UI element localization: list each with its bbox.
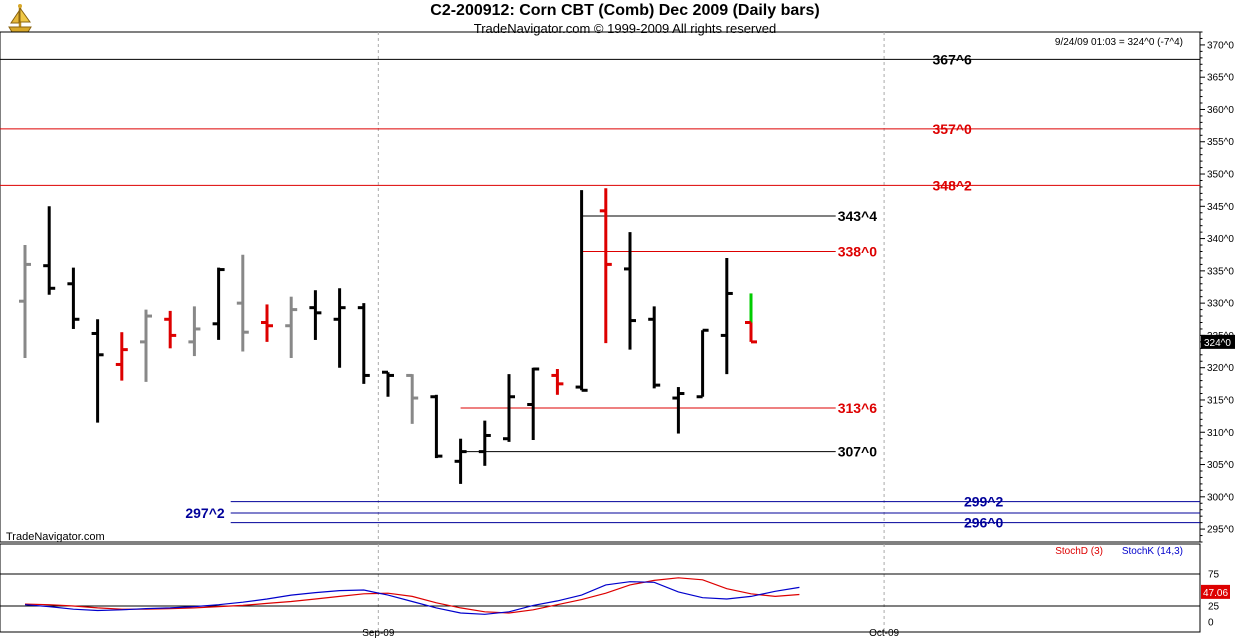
y-tick-label: 320^0 [1207, 363, 1234, 374]
grid-lines [377, 32, 885, 632]
x-tick-label: Sep-09 [362, 628, 395, 639]
legend-stoch-k: StochK (14,3) [1122, 546, 1183, 557]
y-tick-label: 355^0 [1207, 137, 1234, 148]
y-tick-label: 365^0 [1207, 73, 1234, 84]
stoch-tick-label: 0 [1208, 618, 1214, 629]
y-tick-label: 360^0 [1207, 105, 1234, 116]
y-tick-label: 345^0 [1207, 202, 1234, 213]
x-tick-label: Oct-09 [869, 628, 899, 639]
last-price-label: 324^0 [1204, 338, 1231, 349]
level-label: 338^0 [838, 243, 878, 259]
stoch-value-marker [1201, 584, 1230, 599]
y-tick-label: 350^0 [1207, 170, 1234, 181]
y-tick-label: 295^0 [1207, 525, 1234, 536]
trade-navigator-logo-icon [3, 3, 37, 35]
chart-frame [0, 31, 1201, 633]
y-tick-label: 300^0 [1207, 492, 1234, 503]
stoch-series-line [24, 581, 800, 615]
level-label: 313^6 [838, 400, 878, 416]
watermark-text: TradeNavigator.com [6, 531, 105, 543]
quote-readout: 9/24/09 01:03 = 324^0 (-7^4) [1055, 37, 1183, 48]
y-tick-label: 310^0 [1207, 428, 1234, 439]
level-label: 348^2 [933, 177, 973, 193]
stoch-value-label: 47.06 [1203, 588, 1228, 599]
y-tick-label: 305^0 [1207, 460, 1234, 471]
level-label: 357^0 [933, 121, 973, 137]
time-axis: Sep-09 Oct-09 [362, 628, 899, 639]
y-tick-label: 370^0 [1207, 40, 1234, 51]
y-tick-label: 315^0 [1207, 395, 1234, 406]
level-lines: 367^6 357^0 348^2 343^4 338^0 313^6 307^0 299^2… [0, 51, 1200, 531]
last-price-marker [1201, 334, 1235, 349]
legend-stoch-d: StochD (3) [1055, 546, 1103, 557]
level-label: 343^4 [838, 208, 878, 224]
level-label: 297^2 [185, 505, 225, 521]
stochastic-panel: 0255075StochD (3)StochK (14,3)47.06 [0, 546, 1230, 629]
price-bars [19, 188, 757, 484]
level-label: 367^6 [933, 51, 973, 67]
main-plot-frame [0, 31, 1201, 543]
level-label: 299^2 [964, 494, 1004, 510]
stoch-tick-label: 25 [1208, 602, 1220, 613]
stoch-series-line [24, 577, 800, 614]
stoch-plot-frame [0, 543, 1201, 633]
y-tick-label: 335^0 [1207, 266, 1234, 277]
level-label: 307^0 [838, 444, 878, 460]
chart-title: C2-200912: Corn CBT (Comb) Dec 2009 (Dai… [430, 2, 820, 19]
price-axis: 295^0300^0305^0310^0315^0320^0325^0330^0… [1200, 31, 1235, 543]
level-label: 296^0 [964, 515, 1004, 531]
y-tick-label: 330^0 [1207, 299, 1234, 310]
stoch-tick-label: 75 [1208, 570, 1220, 581]
y-tick-label: 340^0 [1207, 234, 1234, 245]
